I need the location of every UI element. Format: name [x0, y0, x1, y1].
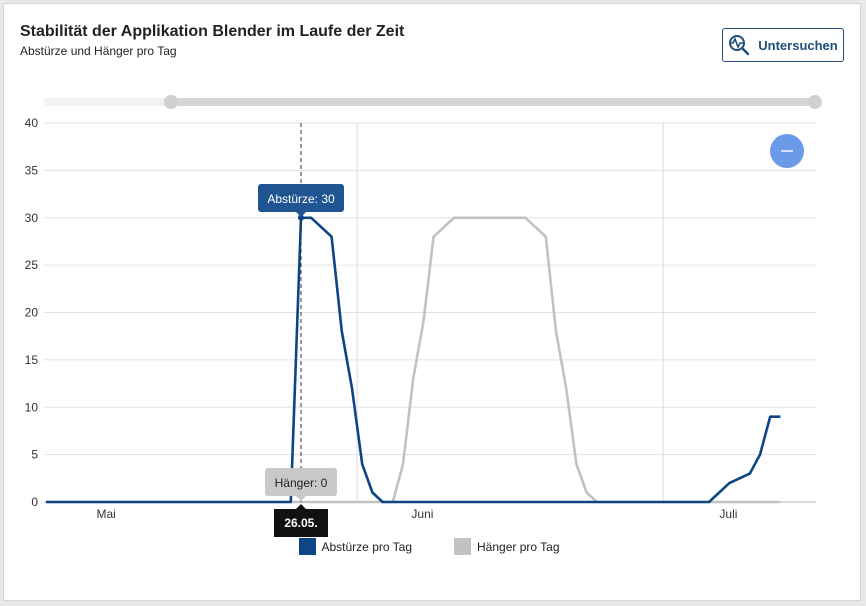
- x-tick-label: Juni: [411, 507, 433, 521]
- legend-swatch-hangs: [454, 538, 471, 555]
- zoom-reset-button[interactable]: [770, 134, 804, 168]
- range-slider[interactable]: [44, 95, 822, 109]
- chart-series: [46, 216, 781, 504]
- tooltip-date-pointer: [296, 504, 306, 509]
- legend-item-crashes[interactable]: Abstürze pro Tag: [298, 538, 413, 555]
- series-line-hangs: [46, 216, 781, 504]
- legend-label-hangs: Hänger pro Tag: [477, 539, 560, 554]
- y-tick-label: 20: [25, 306, 39, 320]
- slider-track-unselected: [44, 98, 171, 106]
- legend-swatch-crashes: [298, 538, 316, 555]
- search-pulse-icon: [728, 34, 750, 56]
- y-tick-label: 25: [25, 258, 39, 272]
- chart-tooltip: Abstürze: 30 Hänger: 0 26.05.: [258, 123, 344, 537]
- chart-grid: [44, 122, 816, 503]
- y-tick-label: 10: [25, 400, 39, 414]
- y-tick-label: 30: [25, 211, 39, 225]
- legend-label-crashes: Abstürze pro Tag: [321, 539, 413, 554]
- tooltip-hangs-box: [265, 468, 337, 496]
- series-line-crashes: [46, 216, 781, 504]
- tooltip-date-label: 26.05.: [284, 516, 317, 530]
- x-tick-label: Juli: [719, 507, 737, 521]
- x-tick-label: Mai: [97, 507, 116, 521]
- chart-legend: Abstürze pro Tag Hänger pro Tag: [0, 538, 858, 555]
- tooltip-hangs-label: Hänger: 0: [275, 476, 328, 490]
- tooltip-point-crashes: [298, 214, 304, 221]
- y-axis: 0 5 10 15 20 25 30 35 40: [25, 116, 39, 509]
- y-tick-label: 15: [25, 353, 39, 367]
- legend-item-hangs[interactable]: Hänger pro Tag: [454, 538, 560, 555]
- y-tick-label: 35: [25, 163, 39, 177]
- page-subtitle: Abstürze und Hänger pro Tag: [20, 44, 177, 58]
- tooltip-crashes-pointer: [296, 212, 306, 217]
- y-tick-label: 40: [25, 116, 39, 130]
- tooltip-crashes-label: Abstürze: 30: [267, 192, 335, 206]
- slider-handle-left: [164, 95, 178, 109]
- untersuchen-button-label: Untersuchen: [758, 37, 838, 53]
- slider-handle-right: [808, 95, 822, 109]
- page-title: Stabilität der Applikation Blender im La…: [20, 23, 405, 40]
- tooltip-crashes-box: [258, 184, 344, 212]
- slider-track-selected: [171, 98, 815, 106]
- y-tick-label: 5: [31, 448, 38, 462]
- x-axis: Mai Juni Juli: [97, 507, 738, 521]
- tooltip-hangs-pointer: [296, 496, 306, 501]
- y-tick-label: 0: [31, 495, 38, 509]
- tooltip-date-box: [274, 509, 328, 537]
- untersuchen-button[interactable]: Untersuchen: [722, 28, 844, 62]
